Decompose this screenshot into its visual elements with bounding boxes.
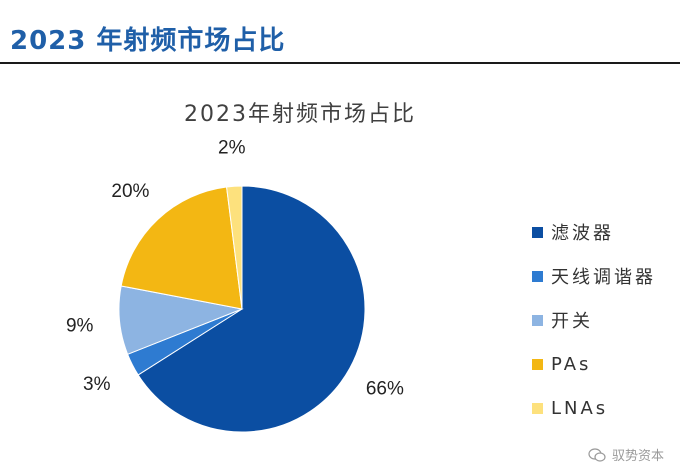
data-label-1: 3% [83,374,111,395]
legend-item-0: 滤波器 [532,210,656,254]
legend-swatch [532,226,543,238]
legend-item-3: PAs [532,342,656,386]
data-label-4: 2% [218,137,246,158]
pie-slice-4 [226,185,243,310]
legend-label: 滤波器 [551,223,614,244]
legend-label: LNAs [551,397,609,419]
data-label-3: 20% [111,181,149,202]
legend-swatch [532,270,543,282]
legend-swatch [532,358,543,370]
legend-item-1: 天线调谐器 [532,254,656,298]
watermark-text: 驭势资本 [611,449,664,464]
pie-slice-3 [120,186,243,310]
chart-legend: 滤波器天线调谐器开关 PAs LNAs [532,210,656,430]
chart-title: 2023年射频市场占比 [184,102,416,127]
legend-item-4: LNAs [532,386,656,430]
header-divider [0,62,680,64]
wechat-icon [588,447,606,462]
legend-label: 天线调谐器 [551,267,656,288]
pie-slice-0 [137,185,366,433]
legend-label: 开关 [551,311,593,332]
legend-swatch [532,402,543,414]
legend-label: PAs [551,353,592,375]
data-label-2: 9% [66,315,94,336]
page-title: 2023 年射频市场占比 [10,26,286,56]
legend-swatch [532,314,543,326]
data-label-0: 66% [366,379,404,400]
legend-item-2: 开关 [532,298,656,342]
watermark: 驭势资本 [588,445,664,464]
